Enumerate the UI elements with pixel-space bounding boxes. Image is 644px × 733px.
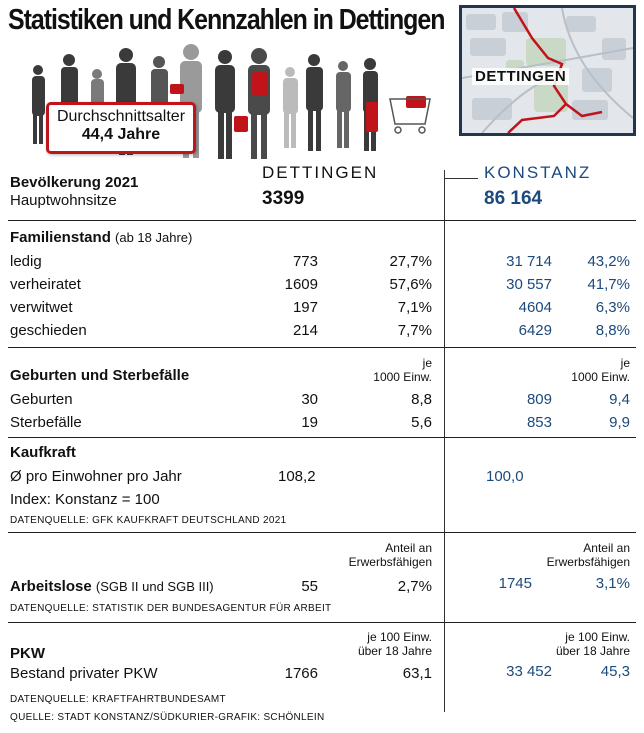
arbeitslose-label: Arbeitslose — [10, 578, 92, 595]
unit-line: je 100 Einw. — [367, 630, 432, 644]
kaufkraft-index-label: Index: Konstanz = 100 — [10, 491, 160, 508]
konstanz-count: 853 — [526, 414, 552, 431]
konstanz-percent: 3,1% — [595, 575, 630, 592]
kaufkraft-konstanz: 100,0 — [486, 468, 524, 485]
arbeitslose-heading: Arbeitslose (SGB II und SGB III) — [10, 578, 214, 595]
unit-line: 1000 Einw. — [373, 370, 432, 384]
kaufkraft-source: DATENQUELLE: GFK KAUFKRAFT DEUTSCHLAND 2… — [10, 515, 287, 526]
kaufkraft-heading: Kaufkraft — [10, 444, 76, 461]
divider — [8, 532, 636, 533]
dettingen-count: 214 — [292, 322, 318, 339]
unit-line: Erwerbsfähigen — [348, 555, 432, 569]
konstanz-rate: 9,9 — [609, 414, 630, 431]
dettingen-percent: 2,7% — [397, 578, 432, 595]
konstanz-percent: 41,7% — [587, 276, 630, 293]
konstanz-unit-note: je 100 Einw. über 18 Jahre — [556, 630, 630, 658]
konstanz-count: 30 557 — [506, 276, 552, 293]
column-divider — [444, 170, 445, 712]
dettingen-percent: 7,7% — [397, 322, 432, 339]
average-age-label: Durchschnittsalter — [56, 108, 186, 125]
konstanz-percent: 8,8% — [595, 322, 630, 339]
konstanz-percent: 43,2% — [587, 253, 630, 270]
kaufkraft-dettingen: 108,2 — [278, 468, 316, 485]
divider — [8, 437, 636, 438]
pkw-row-label: Bestand privater PKW — [10, 665, 158, 682]
konstanz-count: 33 452 — [506, 663, 552, 680]
unit-line: 1000 Einw. — [571, 370, 630, 384]
dettingen-count: 197 — [292, 299, 318, 316]
table-row-label: Sterbefälle — [10, 414, 82, 431]
map-label-dettingen: DETTINGEN — [472, 68, 570, 85]
dettingen-count: 19 — [301, 414, 318, 431]
konstanz-unit-note: je 1000 Einw. — [571, 356, 630, 384]
population-dettingen: 3399 — [262, 188, 305, 209]
unit-line: über 18 Jahre — [357, 644, 432, 658]
table-row-label: geschieden — [10, 322, 87, 339]
konstanz-count: 31 714 — [506, 253, 552, 270]
dettingen-unit-note: Anteil an Erwerbsfähigen — [349, 541, 432, 569]
konstanz-count: 809 — [526, 391, 552, 408]
divider — [8, 347, 636, 348]
dettingen-rate: 63,1 — [402, 665, 432, 682]
divider — [8, 220, 636, 221]
dettingen-percent: 27,7% — [389, 253, 432, 270]
page-title: Statistiken und Kennzahlen in Dettingen — [8, 4, 445, 36]
konstanz-count: 1745 — [498, 575, 532, 592]
table-row-label: Geburten — [10, 391, 73, 408]
dettingen-rate: 8,8 — [411, 391, 432, 408]
familienstand-label: Familienstand — [10, 229, 111, 246]
dettingen-count: 773 — [292, 253, 318, 270]
unit-line: Erwerbsfähigen — [546, 555, 630, 569]
divider — [8, 622, 636, 623]
dettingen-unit-note: je 1000 Einw. — [373, 356, 432, 384]
dettingen-percent: 7,1% — [397, 299, 432, 316]
pkw-source: DATENQUELLE: KRAFTFAHRTBUNDESAMT — [10, 694, 226, 705]
unit-line: je — [422, 356, 432, 370]
footer-source: QUELLE: STADT KONSTANZ/SÜDKURIER-GRAFIK:… — [10, 712, 325, 723]
kaufkraft-row-label: Ø pro Einwohner pro Jahr — [10, 468, 182, 485]
dettingen-count: 1609 — [284, 276, 318, 293]
location-map: DETTINGEN — [459, 5, 636, 136]
unit-line: je — [620, 356, 630, 370]
konstanz-percent: 6,3% — [595, 299, 630, 316]
arbeitslose-source: DATENQUELLE: STATISTIK DER BUNDESAGENTUR… — [10, 603, 332, 614]
dettingen-percent: 57,6% — [389, 276, 432, 293]
unit-line: Anteil an — [583, 541, 630, 555]
konstanz-rate: 45,3 — [600, 663, 630, 680]
konstanz-count: 6429 — [518, 322, 552, 339]
population-sublabel: Hauptwohnsitze — [10, 192, 117, 209]
dettingen-count: 30 — [301, 391, 318, 408]
population-konstanz: 86 164 — [484, 188, 543, 209]
konstanz-count: 4604 — [518, 299, 552, 316]
unit-line: Anteil an — [385, 541, 432, 555]
konstanz-rate: 9,4 — [609, 391, 630, 408]
table-row-label: verheiratet — [10, 276, 81, 293]
dettingen-unit-note: je 100 Einw. über 18 Jahre — [358, 630, 432, 658]
population-label: Bevölkerung 2021 — [10, 174, 139, 191]
unit-line: über 18 Jahre — [555, 644, 630, 658]
dettingen-rate: 5,6 — [411, 414, 432, 431]
table-row-label: verwitwet — [10, 299, 73, 316]
pkw-heading: PKW — [10, 645, 45, 662]
familienstand-note: (ab 18 Jahre) — [115, 230, 193, 245]
geburten-heading: Geburten und Sterbefälle — [10, 367, 190, 384]
table-row-label: ledig — [10, 253, 42, 270]
dettingen-count: 55 — [301, 578, 318, 595]
arbeitslose-note: (SGB II und SGB III) — [95, 579, 214, 594]
unit-line: je 100 Einw. — [565, 630, 630, 644]
konstanz-header-rule — [444, 178, 478, 179]
konstanz-unit-note: Anteil an Erwerbsfähigen — [547, 541, 630, 569]
dettingen-count: 1766 — [284, 665, 318, 682]
average-age-value: 44,4 Jahre — [81, 126, 161, 143]
column-header-konstanz: KONSTANZ — [484, 163, 592, 182]
average-age-box: Durchschnittsalter 44,4 Jahre — [46, 102, 196, 154]
familienstand-heading: Familienstand (ab 18 Jahre) — [10, 229, 192, 246]
column-header-dettingen: DETTINGEN — [262, 163, 379, 182]
